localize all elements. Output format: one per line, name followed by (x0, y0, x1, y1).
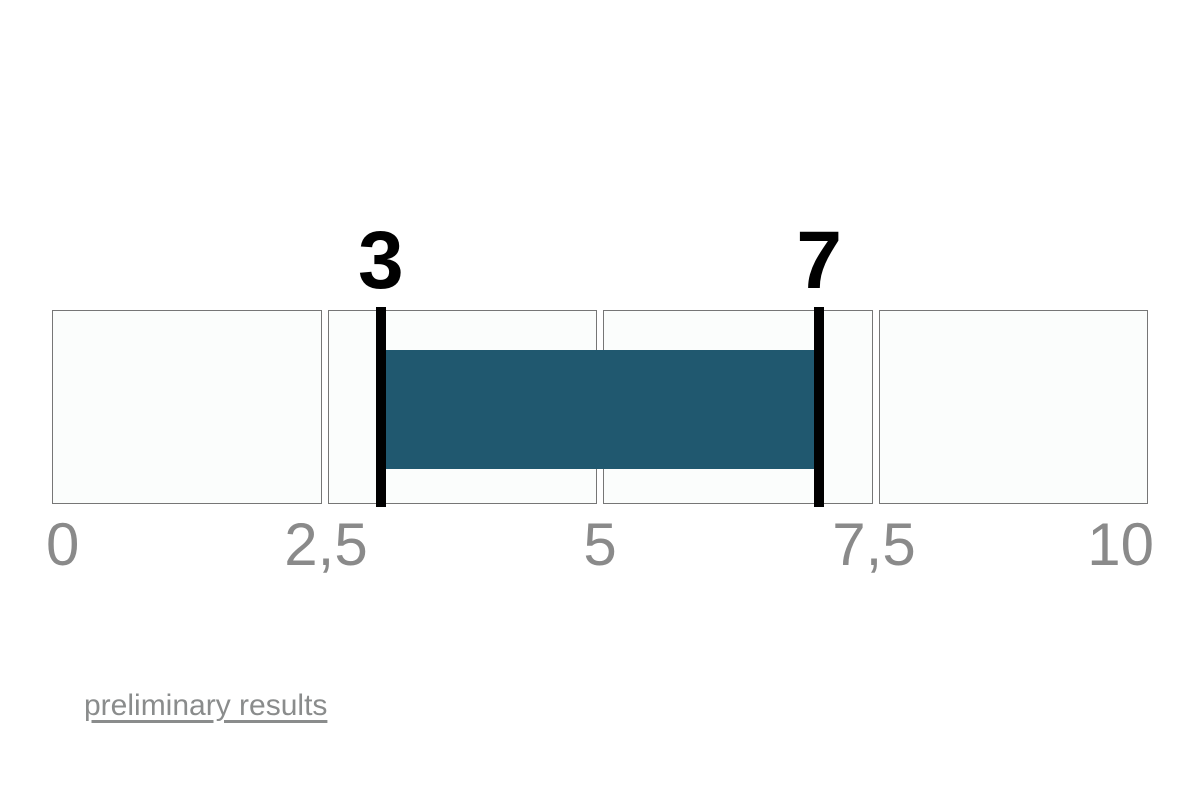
scale-segment (327, 310, 597, 504)
scale-segment (52, 310, 322, 504)
scale-segment (603, 310, 873, 504)
segment-track (52, 310, 1148, 504)
axis-tick-label: 0 (46, 511, 80, 578)
axis-tick-label: 5 (583, 511, 617, 578)
range-start-label: 3 (357, 215, 404, 306)
axis-tick-label: 2,5 (284, 511, 368, 578)
axis-tick-label: 10 (1087, 511, 1154, 578)
range-end-label: 7 (796, 215, 842, 306)
preliminary-results-link[interactable]: preliminary results (84, 689, 328, 722)
value-labels: 3 7 (52, 200, 1148, 302)
scale-segment (878, 310, 1148, 504)
axis-ticks: 0 2,5 5 7,5 10 (46, 511, 1154, 593)
axis-tick-label: 7,5 (832, 511, 916, 578)
